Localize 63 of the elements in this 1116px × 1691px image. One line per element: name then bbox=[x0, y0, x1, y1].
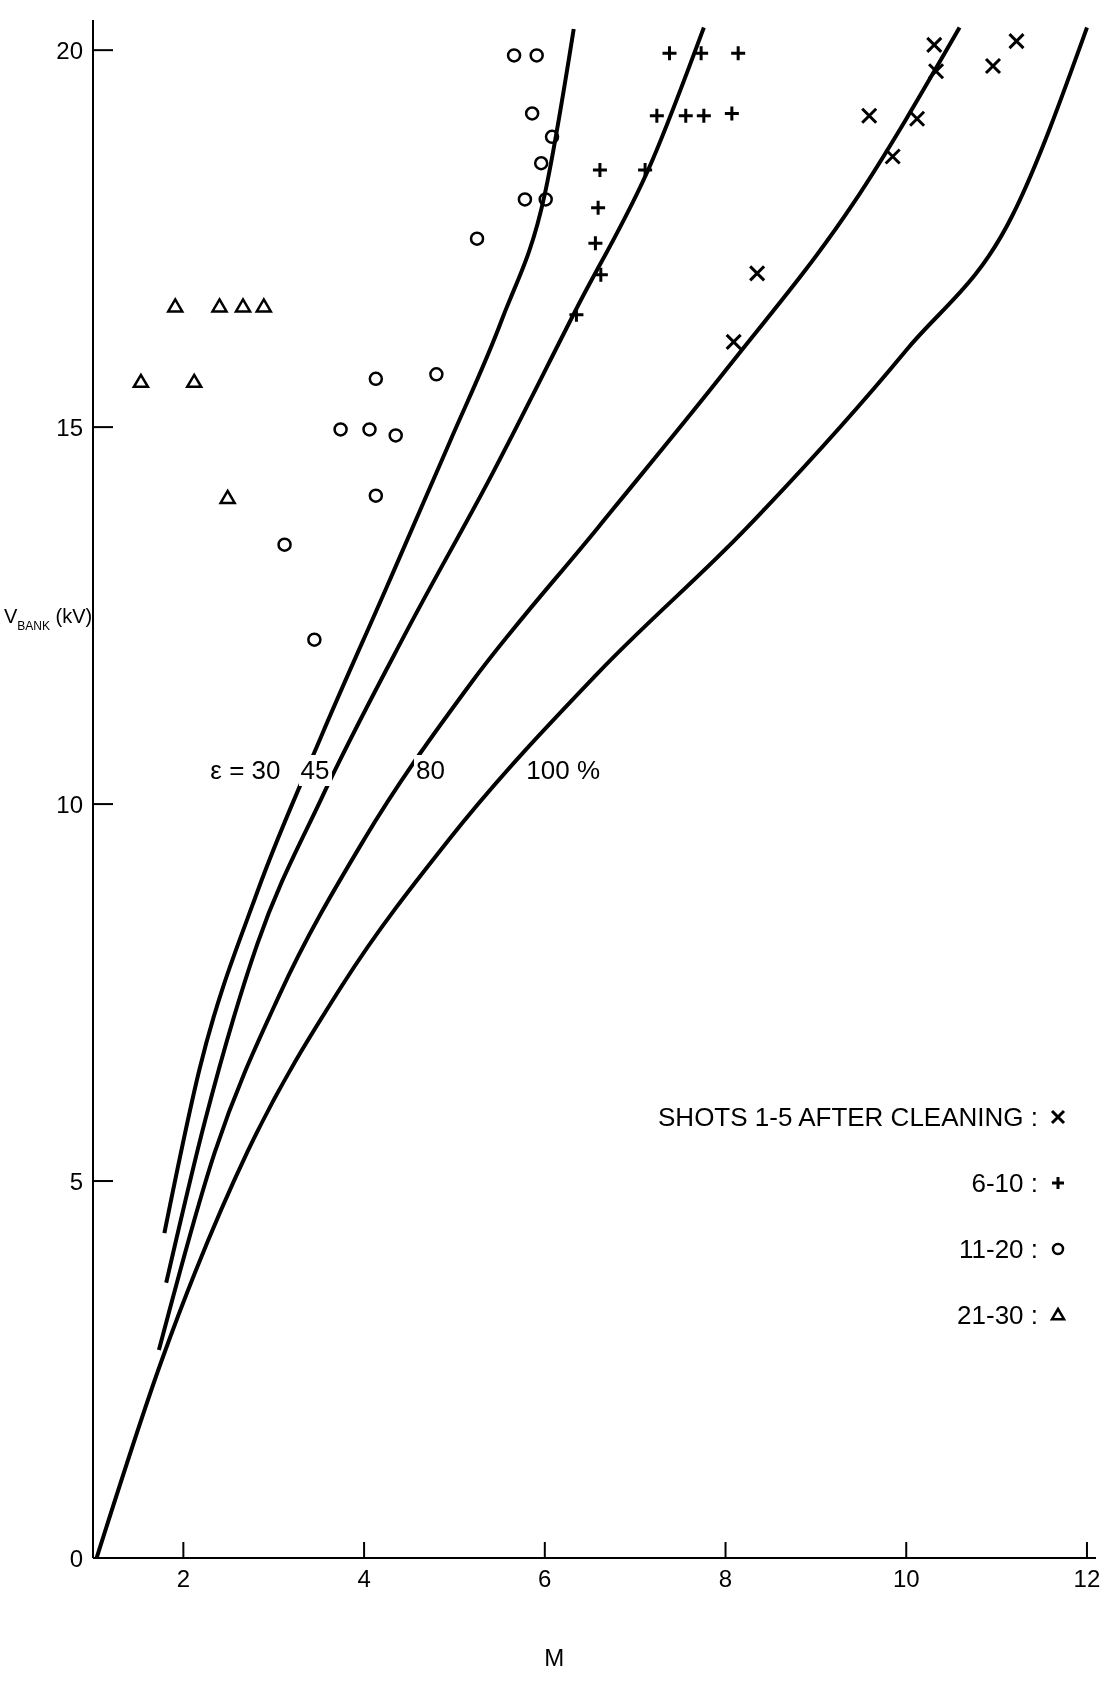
annotation: 100 % bbox=[524, 755, 603, 787]
point bbox=[591, 161, 609, 179]
point bbox=[362, 422, 377, 437]
point bbox=[538, 192, 553, 207]
point bbox=[723, 104, 741, 122]
point bbox=[533, 156, 549, 171]
point bbox=[529, 48, 544, 63]
point bbox=[368, 488, 384, 503]
annotation: 45 bbox=[298, 755, 332, 787]
point bbox=[984, 57, 1002, 75]
x-axis-title: M bbox=[544, 1644, 565, 1672]
legend-label: 21-30 : bbox=[957, 1299, 1038, 1332]
point bbox=[586, 234, 604, 252]
annotation: ε = 30 bbox=[208, 755, 283, 787]
x-tick-label: 8 bbox=[718, 1565, 733, 1593]
point bbox=[506, 48, 522, 63]
point bbox=[517, 192, 533, 207]
line-series bbox=[162, 27, 576, 1236]
x-tick-label: 2 bbox=[176, 1565, 191, 1593]
point bbox=[729, 44, 747, 62]
point bbox=[219, 489, 236, 505]
legend-label: SHOTS 1-5 AFTER CLEANING : bbox=[658, 1101, 1038, 1134]
point bbox=[748, 264, 766, 282]
point bbox=[307, 632, 322, 647]
point bbox=[695, 107, 713, 125]
y-tick-label: 5 bbox=[69, 1167, 83, 1195]
point bbox=[524, 106, 540, 121]
point bbox=[925, 36, 943, 54]
point bbox=[589, 199, 607, 217]
point bbox=[429, 367, 444, 382]
point bbox=[677, 107, 695, 125]
point bbox=[255, 298, 273, 313]
point bbox=[648, 107, 666, 125]
x-tick-label: 10 bbox=[892, 1565, 920, 1593]
y-tick-label: 0 bbox=[69, 1544, 83, 1572]
point bbox=[166, 298, 184, 313]
point bbox=[234, 298, 252, 313]
point bbox=[725, 333, 743, 351]
point bbox=[908, 110, 926, 128]
y-axis-title: V$_{BANK}$ (kV) bbox=[4, 605, 93, 634]
x-tick-label: 4 bbox=[357, 1565, 371, 1593]
point bbox=[388, 428, 403, 443]
point bbox=[333, 422, 348, 437]
point bbox=[277, 537, 292, 552]
annotation: 80 bbox=[413, 755, 447, 787]
x-tick-label: 12 bbox=[1073, 1565, 1101, 1593]
point bbox=[1007, 32, 1025, 50]
point bbox=[132, 373, 150, 389]
point bbox=[860, 107, 878, 125]
point bbox=[469, 231, 485, 246]
point bbox=[544, 129, 560, 145]
point bbox=[211, 298, 228, 313]
x-tick-label: 6 bbox=[538, 1565, 552, 1593]
y-tick-label: 20 bbox=[56, 36, 83, 64]
y-tick-label: 15 bbox=[56, 413, 83, 441]
legend-label: 6-10 : bbox=[971, 1167, 1038, 1200]
point bbox=[927, 62, 945, 80]
point bbox=[661, 44, 678, 62]
point bbox=[884, 147, 902, 165]
legend-label: 11-20 : bbox=[958, 1233, 1038, 1266]
point bbox=[185, 373, 203, 389]
point bbox=[368, 371, 384, 387]
y-tick-label: 10 bbox=[56, 790, 83, 818]
